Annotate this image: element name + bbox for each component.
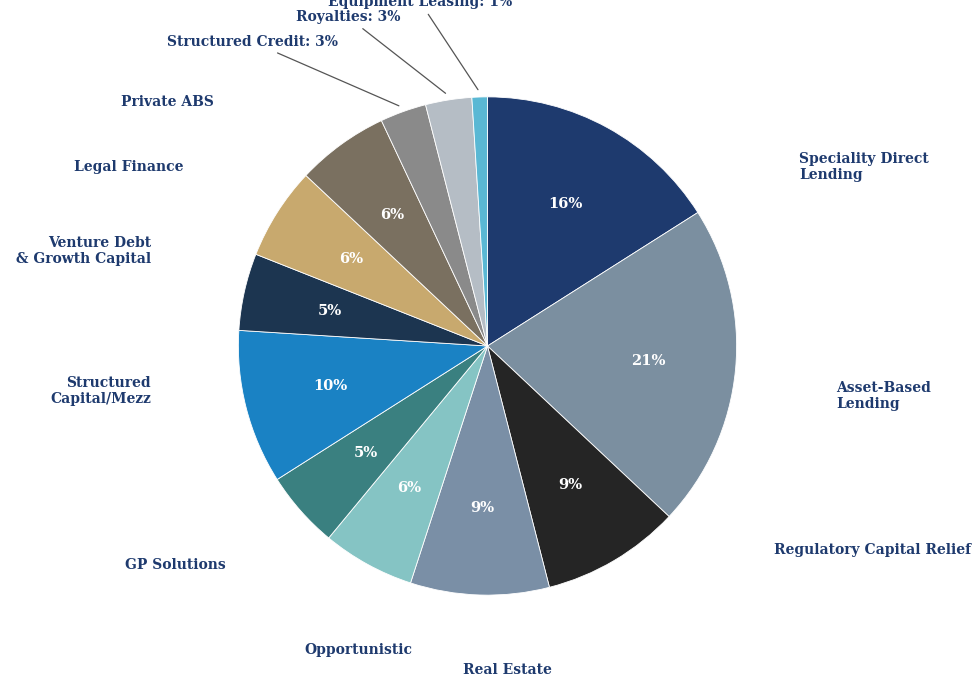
Text: Regulatory Capital Relief: Regulatory Capital Relief — [774, 543, 971, 557]
Wedge shape — [425, 98, 488, 346]
Text: 9%: 9% — [470, 501, 494, 515]
Text: 6%: 6% — [338, 253, 363, 266]
Text: Real Estate: Real Estate — [463, 663, 552, 677]
Wedge shape — [472, 97, 488, 346]
Text: Opportunistic: Opportunistic — [304, 643, 412, 657]
Text: 16%: 16% — [548, 197, 583, 211]
Text: Asset-Based
Lending: Asset-Based Lending — [837, 381, 931, 411]
Wedge shape — [277, 346, 488, 538]
Text: GP Solutions: GP Solutions — [125, 558, 226, 572]
Wedge shape — [488, 212, 737, 516]
Wedge shape — [410, 346, 550, 595]
Wedge shape — [255, 176, 488, 346]
Wedge shape — [329, 346, 488, 583]
Wedge shape — [381, 104, 488, 346]
Text: Private ABS: Private ABS — [121, 95, 214, 109]
Text: 5%: 5% — [317, 304, 341, 318]
Text: Venture Debt
& Growth Capital: Venture Debt & Growth Capital — [16, 236, 151, 266]
Wedge shape — [488, 346, 669, 588]
Text: Legal Finance: Legal Finance — [74, 160, 183, 174]
Text: Structured Credit: 3%: Structured Credit: 3% — [167, 35, 399, 106]
Text: Structured
Capital/Mezz: Structured Capital/Mezz — [51, 376, 151, 406]
Text: 21%: 21% — [632, 354, 666, 368]
Wedge shape — [238, 330, 488, 480]
Text: Speciality Direct
Lending: Speciality Direct Lending — [799, 152, 928, 182]
Text: 5%: 5% — [354, 446, 378, 460]
Text: Royalties: 3%: Royalties: 3% — [295, 10, 446, 93]
Text: 6%: 6% — [380, 208, 405, 222]
Text: Equipment Leasing: 1%: Equipment Leasing: 1% — [329, 0, 513, 90]
Wedge shape — [488, 97, 698, 346]
Text: 10%: 10% — [314, 379, 348, 393]
Text: 9%: 9% — [558, 478, 582, 493]
Wedge shape — [239, 254, 488, 346]
Text: 6%: 6% — [398, 481, 421, 495]
Wedge shape — [306, 120, 488, 346]
